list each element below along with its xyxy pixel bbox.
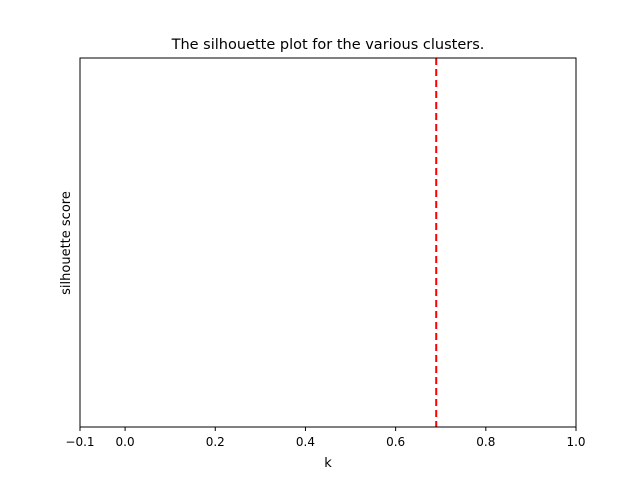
x-tick-label: 1.0 <box>566 435 585 449</box>
x-axis-label: k <box>324 456 332 471</box>
axes-frame <box>79 57 577 428</box>
x-tick-label: 0.8 <box>476 435 495 449</box>
x-tick-label: 0.6 <box>386 435 405 449</box>
x-axis-ticks: −0.1 0.0 0.2 0.4 0.6 0.8 1.0 <box>65 427 586 449</box>
chart-title: The silhouette plot for the various clus… <box>171 37 485 53</box>
x-tick-label: 0.2 <box>206 435 225 449</box>
y-axis-label: silhouette score <box>59 191 74 295</box>
x-tick-label: −0.1 <box>65 435 94 449</box>
x-tick-label: 0.4 <box>296 435 315 449</box>
x-tick-label: 0.0 <box>116 435 135 449</box>
